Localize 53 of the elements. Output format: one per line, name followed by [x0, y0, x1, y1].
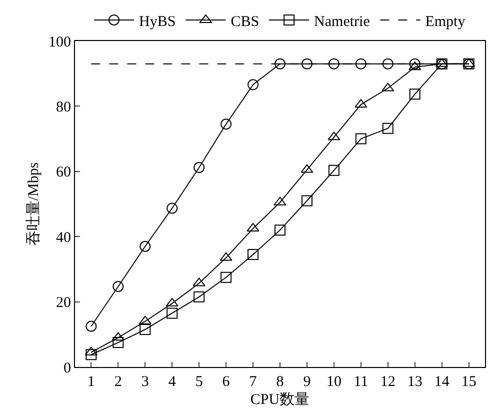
x-tick-label: 2 — [114, 374, 122, 390]
x-tick-label: 14 — [434, 374, 450, 390]
y-tick-label: 80 — [56, 99, 71, 116]
x-tick-label: 5 — [195, 374, 203, 390]
point — [112, 280, 124, 292]
point — [328, 58, 340, 70]
y-tick-label: 0 — [64, 360, 71, 376]
point — [166, 202, 178, 214]
x-tick-label: 4 — [168, 374, 176, 390]
x-tick-label: 6 — [222, 374, 230, 390]
point — [140, 240, 151, 252]
point — [194, 291, 205, 302]
y-tick-label: 60 — [56, 164, 71, 181]
point — [248, 249, 259, 260]
x-tick-label: 11 — [354, 374, 368, 390]
point — [220, 118, 232, 130]
x-tick-label: 12 — [380, 374, 396, 390]
point — [355, 133, 366, 144]
point — [409, 58, 420, 70]
x-tick-label: 15 — [461, 374, 476, 390]
point — [274, 224, 286, 236]
point — [328, 164, 340, 176]
point — [112, 337, 124, 348]
x-tick-label: 13 — [407, 374, 422, 390]
y-tick-label: 40 — [56, 230, 71, 246]
point — [194, 162, 205, 173]
x-axis-title: CPU数量 — [250, 392, 310, 408]
point — [301, 58, 312, 70]
point — [166, 308, 178, 319]
y-axis-title: 吞吐量/Mbps — [24, 162, 42, 246]
point — [86, 349, 97, 360]
legend-label: CBS — [230, 14, 260, 30]
y-tick-label: 100 — [48, 34, 71, 50]
x-tick-label: 10 — [326, 374, 342, 390]
x-tick-label: 9 — [303, 374, 311, 390]
x-tick-label: 3 — [141, 374, 149, 390]
point — [140, 324, 151, 336]
legend-label: Nametrie — [314, 14, 370, 30]
point — [382, 58, 394, 70]
point — [301, 195, 312, 206]
point — [220, 272, 232, 283]
point — [274, 58, 286, 70]
point — [86, 320, 97, 332]
x-tick-label: 8 — [276, 374, 284, 390]
x-tick-label: 1 — [87, 374, 95, 390]
point — [248, 79, 259, 90]
legend-label: Empty — [425, 14, 466, 30]
point — [355, 58, 366, 70]
point — [409, 88, 420, 100]
legend-label: HyBS — [139, 14, 176, 30]
x-tick-label: 7 — [249, 374, 258, 390]
point — [382, 122, 394, 134]
y-tick-label: 20 — [56, 295, 71, 312]
